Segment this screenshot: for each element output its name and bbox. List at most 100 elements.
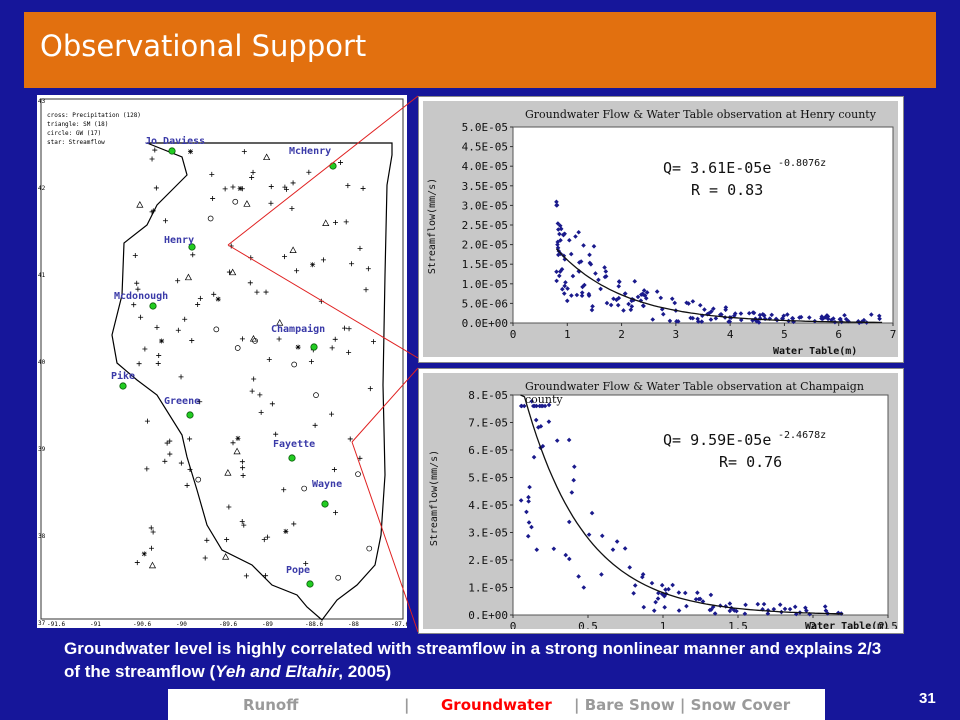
precip-cross <box>135 286 141 292</box>
plot-area <box>512 394 889 616</box>
precip-cross <box>162 458 168 464</box>
streamflow-star <box>235 435 241 441</box>
precip-cross <box>342 325 348 331</box>
champaign-chart-background: Groundwater Flow & Water Table observati… <box>423 373 898 633</box>
data-point <box>655 596 661 601</box>
precip-cross <box>154 324 160 330</box>
data-point <box>555 239 561 245</box>
precip-cross <box>187 436 193 442</box>
precip-cross <box>261 537 267 543</box>
station-marker <box>168 147 176 155</box>
precip-cross <box>209 171 215 177</box>
precip-cross <box>197 399 203 405</box>
precip-cross <box>345 183 351 189</box>
precip-cross <box>175 278 181 284</box>
nav-other-topics[interactable]: | Bare Snow | Snow Cover <box>574 696 791 714</box>
data-point <box>666 586 671 592</box>
data-point <box>877 316 882 322</box>
data-point <box>644 290 650 295</box>
data-point <box>790 316 795 321</box>
nav-groundwater[interactable]: Groundwater <box>441 696 552 714</box>
x-axis-label: Water Table(m) <box>773 346 857 357</box>
data-point <box>616 279 622 284</box>
map-y-tick: 37 <box>38 620 46 627</box>
precip-cross <box>153 185 159 191</box>
precip-cross <box>132 252 138 258</box>
nav-runoff[interactable]: Runoff <box>243 696 299 714</box>
precip-cross <box>360 185 366 191</box>
data-point <box>519 403 525 409</box>
station-label: Fayette <box>273 439 315 450</box>
x-tick-label: 4 <box>727 328 734 341</box>
data-point <box>732 313 737 318</box>
data-point <box>593 271 598 276</box>
sm-triangle <box>136 200 144 208</box>
data-point <box>804 608 809 613</box>
map-y-tick: 43 <box>38 98 46 105</box>
data-point <box>599 533 605 539</box>
y-tick-label: 4.0E-05 <box>462 160 508 173</box>
precip-cross <box>149 156 155 162</box>
data-point <box>640 572 646 577</box>
data-point <box>771 606 777 612</box>
precip-cross <box>273 431 279 437</box>
map-x-tick: -88.6 <box>305 621 323 628</box>
data-point <box>699 319 705 324</box>
streamflow-star <box>215 296 221 302</box>
data-point <box>761 312 767 318</box>
gw-circle <box>195 476 202 483</box>
precip-cross <box>282 254 288 260</box>
y-tick-label: 3.0E-05 <box>462 199 508 212</box>
data-point <box>731 607 737 613</box>
x-tick-label: 7 <box>890 328 897 341</box>
data-point <box>662 604 667 610</box>
precip-cross <box>167 451 173 457</box>
data-point <box>557 223 563 229</box>
station-label: Henry <box>164 235 194 246</box>
data-point <box>604 300 610 306</box>
y-tick-label: 0.0E+00 <box>462 317 508 330</box>
data-point <box>526 499 531 504</box>
precip-cross <box>320 257 326 263</box>
precip-cross <box>175 327 181 333</box>
data-point <box>676 608 682 613</box>
precip-cross <box>268 184 274 190</box>
precip-cross <box>204 537 210 543</box>
data-point <box>540 443 546 449</box>
precip-cross <box>167 438 173 444</box>
data-point <box>546 419 552 424</box>
scatter-points <box>518 398 844 617</box>
x-tick-label: 0 <box>510 620 517 629</box>
data-point <box>554 278 559 284</box>
precip-cross <box>149 209 155 215</box>
champaign-chart-title: Groundwater Flow & Water Table observati… <box>525 380 864 406</box>
precip-cross <box>148 525 154 531</box>
data-point <box>738 311 744 316</box>
precip-cross <box>182 316 188 322</box>
map-x-tick: -90.6 <box>133 621 151 628</box>
precip-cross <box>210 195 216 201</box>
data-point <box>598 286 603 292</box>
precip-cross <box>150 529 156 535</box>
data-point <box>591 243 597 249</box>
data-point <box>755 601 761 607</box>
data-point <box>697 596 703 602</box>
map-station-henry: Henry <box>164 235 196 251</box>
data-point <box>622 546 628 551</box>
precip-cross <box>184 482 190 488</box>
sm-triangle <box>322 219 330 226</box>
x-tick-label: 0.5 <box>578 620 598 629</box>
station-marker <box>306 580 314 588</box>
henry-chart-title: Groundwater Flow & Water Table observati… <box>525 108 876 121</box>
data-point <box>589 510 595 516</box>
precip-cross <box>243 573 249 579</box>
data-point <box>572 464 577 470</box>
sm-triangle <box>233 447 241 455</box>
data-point <box>640 291 645 297</box>
gw-circle <box>355 471 361 478</box>
data-point <box>761 601 767 607</box>
precip-cross <box>250 169 256 175</box>
data-point <box>566 519 572 525</box>
champaign-scatter-chart: 8.E-05 7.E-05 6.E-05 5.E-05 4.E-05 3.E-05 2.E-… <box>429 389 898 633</box>
data-point <box>608 302 614 308</box>
